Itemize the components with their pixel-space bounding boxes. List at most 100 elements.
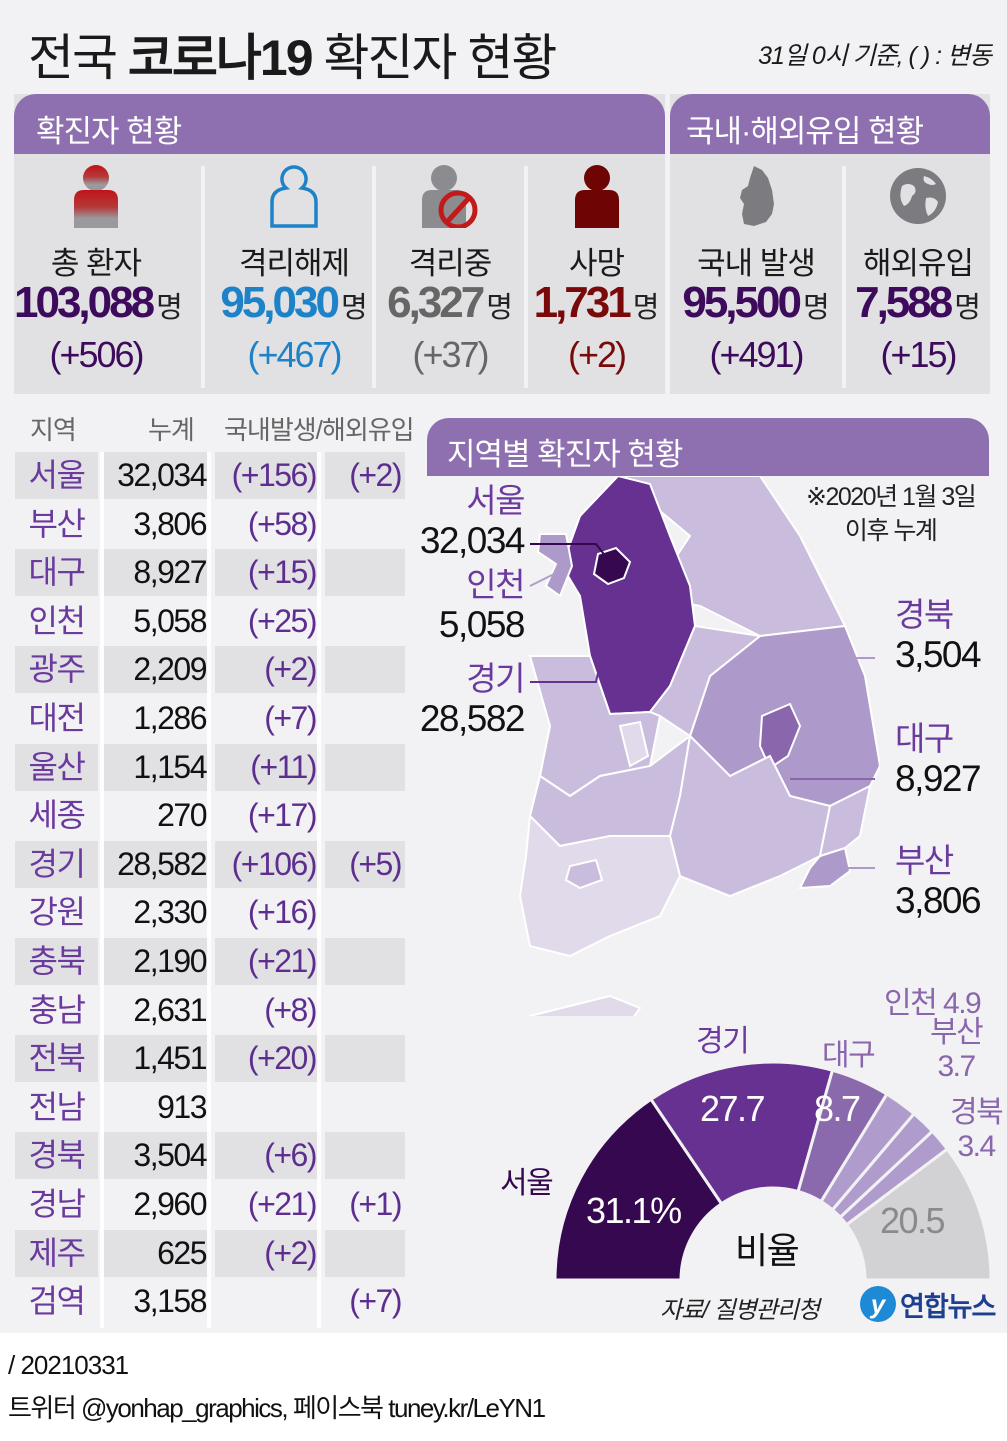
cell-domestic: (+17) <box>247 797 318 834</box>
pie-label-busan: 부산 3.7 <box>930 1016 984 1083</box>
cell-region: 인천 <box>28 602 86 639</box>
korea-map-icon <box>740 166 774 226</box>
share-half-donut-chart <box>553 1060 993 1280</box>
pie-label-seoul: 서울 <box>500 1167 554 1200</box>
stat-total-patients: 총 환자 103,088 명 (+506) <box>14 156 183 392</box>
title-prefix: 전국 <box>28 30 118 86</box>
divider <box>372 166 376 388</box>
map-label-incheon: 인천 5,058 <box>438 566 526 645</box>
cell-total: 1,154 <box>103 743 210 791</box>
cell-region: 검역 <box>28 1283 86 1320</box>
stat-value: 103,088 명 <box>14 278 183 327</box>
map-label-gyeonggi: 경기 28,582 <box>419 660 526 739</box>
cell-total: 270 <box>157 797 207 834</box>
cell-region: 울산 <box>15 743 98 791</box>
table-row: 세종 270 (+17) <box>15 792 405 839</box>
cell-total: 2,209 <box>103 646 210 694</box>
map-label-daegu: 대구 8,927 <box>895 720 982 799</box>
origin-panel: 국내·해외유입 현황 국내 발생 95,500 명 (+491) 해외유입 7,5… <box>670 94 990 394</box>
stat-delta: (+2) <box>567 334 627 375</box>
table-row: 전북 1,451 (+20) <box>15 1035 405 1083</box>
cell-region: 대전 <box>28 700 86 736</box>
stat-delta: (+491) <box>709 334 804 375</box>
stat-value: 6,327 명 <box>387 278 513 327</box>
cell-region: 충북 <box>15 938 98 985</box>
table-row: 광주 2,209 (+2) <box>15 646 405 694</box>
cell-domestic: (+15) <box>215 549 320 597</box>
stat-label: 격리해제 <box>238 246 350 281</box>
confirmed-panel-title: 확진자 현황 <box>14 94 665 154</box>
table-row: 울산 1,154 (+11) <box>15 743 405 791</box>
cell-total: 5,058 <box>133 602 207 639</box>
stat-delta: (+506) <box>49 334 144 375</box>
stat-value: 95,030 명 <box>220 278 368 327</box>
cell-overseas <box>325 549 405 597</box>
cell-overseas <box>325 598 405 645</box>
cell-domestic: (+21) <box>215 938 320 985</box>
cell-overseas <box>325 646 405 694</box>
pie-label-gyeongbuk: 경북 3.4 <box>950 1096 1004 1163</box>
cell-region: 경기 <box>15 840 98 888</box>
cell-region: 경북 <box>15 1132 98 1180</box>
cell-domestic <box>215 1278 320 1325</box>
cell-total: 3,806 <box>133 505 207 542</box>
stat-delta: (+37) <box>412 334 489 375</box>
page-title: 전국 코로나19 확진자 현황 <box>28 18 557 90</box>
title-suffix: 확진자 현황 <box>323 30 557 86</box>
stat-released: 격리해제 95,030 명 (+467) <box>209 156 379 392</box>
table-row: 부산 3,806 (+58) <box>15 501 405 548</box>
table-header-breakdown: 국내발생/해외유입 <box>224 415 415 445</box>
pie-value-other: 20.5 <box>880 1200 946 1241</box>
cell-region: 대구 <box>15 549 98 597</box>
cell-total: 2,960 <box>133 1186 207 1222</box>
table-row: 충북 2,190 (+21) <box>15 938 405 985</box>
cell-region: 강원 <box>28 894 86 931</box>
cell-overseas: (+5) <box>325 840 405 888</box>
pie-value-daegu: 8.7 <box>814 1088 861 1129</box>
cell-domestic: (+21) <box>247 1186 318 1222</box>
cell-total: 913 <box>157 1088 207 1125</box>
cell-overseas: (+7) <box>349 1283 402 1320</box>
cell-region: 경남 <box>28 1186 86 1222</box>
table-row: 전남 913 <box>15 1084 405 1131</box>
stat-value: 1,731 명 <box>533 278 660 327</box>
korea-region-map <box>518 476 880 1016</box>
cell-total: 1,286 <box>133 700 207 736</box>
table-row: 강원 2,330 (+16) <box>15 889 405 936</box>
pie-label-gyeonggi: 경기 <box>696 1025 750 1058</box>
yonhap-logo-text: 연합뉴스 <box>900 1291 996 1322</box>
cell-total: 32,034 <box>103 452 210 499</box>
table-row: 경북 3,504 (+6) <box>15 1132 405 1180</box>
table-row: 서울 32,034 (+156) (+2) <box>15 452 405 499</box>
cell-region: 전북 <box>15 1035 98 1083</box>
stat-value: 7,588 명 <box>855 278 981 327</box>
cell-overseas <box>325 743 405 791</box>
yonhap-logo-icon: y <box>860 1286 896 1322</box>
stat-label: 해외유입 <box>862 246 974 281</box>
yonhap-logo: y 연합뉴스 <box>860 1284 996 1324</box>
table-row: 대전 1,286 (+7) <box>15 695 405 742</box>
social-links: 트위터 @yonhap_graphics, 페이스북 tuney.kr/LeYN… <box>8 1393 546 1423</box>
person-dark-red-icon <box>574 165 619 228</box>
cell-total: 2,190 <box>103 938 210 985</box>
pie-value-gyeonggi: 27.7 <box>700 1088 766 1129</box>
cell-overseas <box>325 889 405 936</box>
stat-isolated: 격리중 6,327 명 (+37) <box>376 156 524 392</box>
person-gradient-icon <box>74 165 118 228</box>
table-row: 인천 5,058 (+25) <box>15 598 405 645</box>
map-note: ※2020년 1월 3일 이후 누계 <box>806 483 977 545</box>
cell-overseas <box>325 792 405 839</box>
divider <box>524 166 528 388</box>
map-panel-title: 지역별 확진자 현황 <box>427 418 989 476</box>
cell-total: 1,451 <box>103 1035 210 1083</box>
cell-domestic: (+20) <box>215 1035 320 1083</box>
table-row: 검역 3,158 (+7) <box>15 1278 405 1325</box>
cell-domestic: (+16) <box>247 894 318 931</box>
cell-domestic: (+7) <box>264 700 317 736</box>
cell-overseas: (+1) <box>349 1186 402 1222</box>
cell-overseas <box>325 987 405 1034</box>
cell-region: 부산 <box>28 505 86 542</box>
cell-total: 3,158 <box>133 1283 207 1320</box>
cell-region: 충남 <box>28 991 86 1028</box>
cell-overseas: (+2) <box>325 452 405 499</box>
